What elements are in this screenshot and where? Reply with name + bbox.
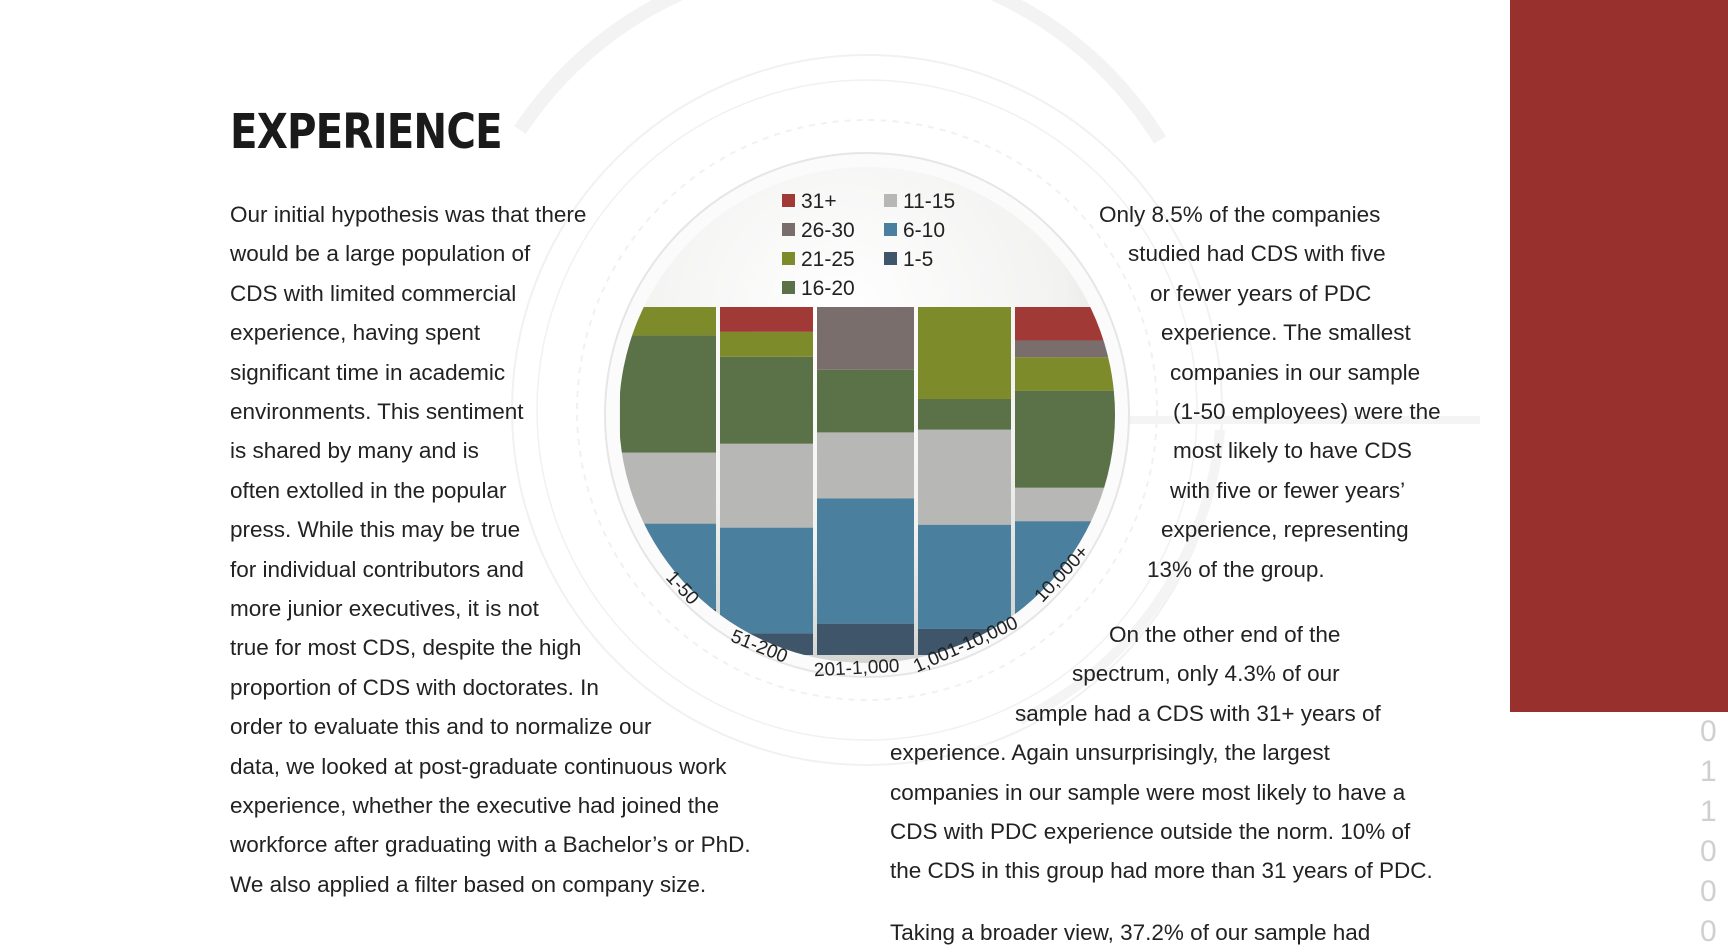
- text-line: experience, representing: [1161, 517, 1409, 543]
- legend-label: 6-10: [903, 219, 945, 242]
- side-digit: 0: [1700, 835, 1717, 868]
- text-line: data, we looked at post-graduate continu…: [230, 753, 727, 779]
- text-line: press. While this may be true: [230, 517, 521, 543]
- text-line: experience, whether the executive had jo…: [230, 793, 720, 818]
- text-line: companies in our sample: [1170, 359, 1421, 385]
- legend-swatch: [884, 223, 897, 236]
- text-line: would be a large population of: [230, 241, 531, 267]
- legend-swatch: [884, 194, 897, 207]
- bar-segment-51-200-31+: [720, 307, 813, 332]
- page-title: EXPERIENCE: [230, 104, 503, 160]
- text-line: significant time in academic: [230, 359, 506, 385]
- text-line: experience, having spent: [230, 320, 481, 346]
- text-line: experience. Again unsurprisingly, the la…: [890, 740, 1330, 766]
- legend-label: 21-25: [801, 248, 855, 271]
- legend-label: 16-20: [801, 277, 855, 300]
- text-line: order to evaluate this and to normalize …: [230, 714, 652, 740]
- text-line: Only 8.5% of the companies: [1099, 202, 1381, 227]
- bar-segment-201-1,000-1-5: [817, 623, 914, 655]
- bar-segment-10,000+-21-25: [1015, 357, 1115, 391]
- legend-label: 31+: [801, 190, 837, 213]
- legend-swatch: [782, 223, 795, 236]
- text-line: proportion of CDS with doctorates. In: [230, 674, 599, 700]
- text-line: We also applied a filter based on compan…: [230, 871, 707, 897]
- bar-segment-51-200-11-15: [720, 443, 813, 528]
- bar-segment-51-200-21-25: [720, 331, 813, 357]
- text-line: Taking a broader view, 37.2% of our samp…: [890, 920, 1371, 945]
- text-line: environments. This sentiment: [230, 399, 524, 424]
- category-label: 201-1,000: [813, 656, 900, 681]
- text-line: CDS with limited commercial: [230, 280, 517, 306]
- text-line: more junior executives, it is not: [230, 596, 539, 621]
- bar-segment-201-1,000-16-20: [817, 369, 914, 433]
- legend-swatch: [884, 252, 897, 265]
- bar-segment-1-50-16-20: [620, 335, 716, 453]
- bar-segment-51-200-6-10: [720, 527, 813, 634]
- accent-sidebar: [1510, 0, 1728, 712]
- bar-segment-51-200-16-20: [720, 356, 813, 444]
- bar-segment-10,000+-26-30: [1015, 340, 1115, 358]
- text-line: (1-50 employees) were the: [1173, 399, 1441, 424]
- legend-label: 26-30: [801, 219, 855, 242]
- side-digit: 1: [1700, 755, 1717, 788]
- legend-swatch: [782, 194, 795, 207]
- side-digit: 0: [1700, 915, 1717, 948]
- side-digit: 0: [1700, 715, 1717, 748]
- text-line: 13% of the group.: [1147, 556, 1325, 582]
- legend-swatch: [782, 281, 795, 294]
- text-line: most likely to have CDS: [1173, 438, 1412, 464]
- bar-segment-1,001-10,000-16-20: [918, 398, 1011, 430]
- text-line: workforce after graduating with a Bachel…: [230, 832, 751, 858]
- text-line: with five or fewer years’: [1170, 477, 1406, 503]
- side-digit: 1: [1700, 795, 1717, 828]
- text-line: spectrum, only 4.3% of our: [1072, 661, 1340, 687]
- bar-segment-1,001-10,000-11-15: [918, 429, 1011, 525]
- side-digits: 0 1 1 0 0 0: [1700, 712, 1717, 952]
- bar-segment-201-1,000-6-10: [817, 498, 914, 624]
- text-line: Our initial hypothesis was that there: [230, 202, 587, 227]
- text-line: is shared by many and is: [230, 438, 479, 464]
- text-line: companies in our sample were most likely…: [890, 779, 1406, 805]
- legend-label: 11-15: [903, 190, 955, 213]
- side-digit: 0: [1700, 875, 1717, 908]
- text-line: On the other end of the: [1109, 622, 1341, 647]
- text-line: true for most CDS, despite the high: [230, 635, 582, 661]
- text-line: or fewer years of PDC: [1150, 280, 1372, 306]
- text-line: often extolled in the popular: [230, 477, 507, 503]
- text-line: for individual contributors and: [230, 556, 524, 582]
- bar-segment-1,001-10,000-21-25: [918, 307, 1011, 399]
- text-line: the CDS in this group had more than 31 y…: [890, 858, 1433, 884]
- legend-label: 1-5: [903, 248, 933, 271]
- text-line: CDS with PDC experience outside the norm…: [890, 819, 1411, 844]
- text-line: experience. The smallest: [1161, 320, 1411, 346]
- bar-segment-1,001-10,000-6-10: [918, 524, 1011, 629]
- bar-segment-201-1,000-11-15: [817, 432, 914, 499]
- bar-segment-10,000+-16-20: [1015, 390, 1115, 488]
- legend-swatch: [782, 252, 795, 265]
- text-line: sample had a CDS with 31+ years of: [1015, 700, 1381, 726]
- bar-segment-201-1,000-26-30: [817, 307, 914, 370]
- text-line: studied had CDS with five: [1128, 241, 1386, 267]
- bar-segment-10,000+-1-5: [1015, 624, 1115, 655]
